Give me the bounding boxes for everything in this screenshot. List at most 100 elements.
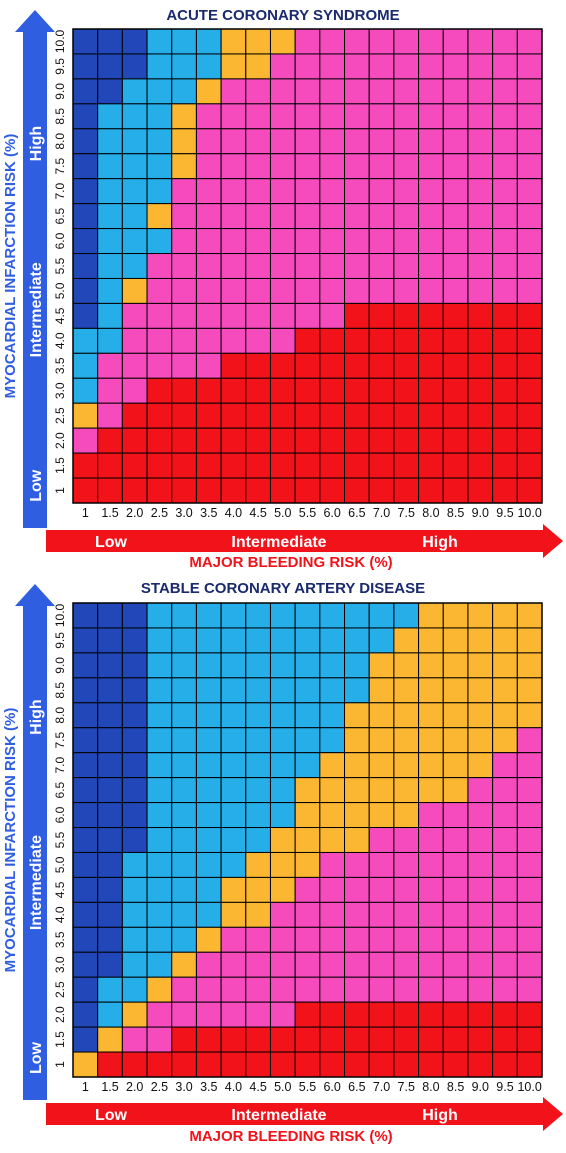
chart1-cell (97, 153, 123, 180)
chart1-cell (245, 253, 271, 279)
chart1-cell (294, 402, 321, 429)
chart1-cell (171, 28, 197, 55)
chart2-cell (220, 926, 247, 953)
chart1-cell (171, 477, 197, 504)
chart2-y-tick-label: 8.5 (53, 682, 67, 699)
chart2-cell (393, 702, 420, 729)
chart1-cell (442, 327, 469, 354)
chart2-x-tick-label: 10.0 (517, 1080, 541, 1094)
chart2-cell (220, 976, 247, 1003)
chart2-cell (245, 677, 271, 704)
chart1-x-band-label: Intermediate (231, 534, 326, 551)
chart1-cell (72, 327, 99, 354)
chart2-cell (294, 802, 321, 829)
chart2-cell (269, 777, 296, 804)
chart1-cell (195, 53, 222, 80)
chart2-cell (442, 876, 469, 903)
chart1-cell (294, 128, 321, 155)
chart1-cell (294, 477, 321, 504)
chart1-cell (418, 203, 444, 230)
chart2-cell (146, 951, 173, 978)
chart1-cell (492, 427, 518, 454)
chart1-cell (195, 377, 222, 404)
chart1-cell (393, 327, 420, 354)
chart1-cell (418, 302, 444, 329)
chart1-y-tick-label: 4.0 (53, 332, 67, 349)
chart2-cell (442, 851, 469, 878)
chart1-cell (245, 53, 271, 80)
chart1-cell (344, 53, 370, 80)
chart2-x-tick-label: 6.5 (348, 1080, 365, 1094)
chart1-cell (269, 427, 296, 454)
chart1-cell (319, 327, 346, 354)
chart1-cell (418, 253, 444, 279)
chart2-cell (121, 602, 148, 629)
chart2-cell (368, 652, 395, 679)
chart1-cell (294, 103, 321, 130)
chart1-y-axis-title: MYOCARDIAL INFARCTION RISK (%) (2, 134, 19, 399)
chart1-cell (368, 103, 395, 130)
chart2-cell (516, 1051, 543, 1078)
chart2-cell (97, 602, 123, 629)
chart2-cell (171, 1051, 197, 1078)
chart2-cell (269, 602, 296, 629)
chart1-cell (492, 178, 518, 205)
chart1-cell (442, 253, 469, 279)
chart2-cell (368, 926, 395, 953)
chart1-cell (319, 452, 346, 479)
chart1-cell (492, 352, 518, 379)
chart2-cell (368, 901, 395, 928)
chart1-y-tick-label: 3.0 (53, 382, 67, 399)
chart1-cell (516, 28, 543, 55)
chart1-cell (269, 377, 296, 404)
chart1-cell (220, 377, 247, 404)
chart2-cell (492, 677, 518, 704)
chart1-cell (146, 277, 173, 304)
chart1-cell (220, 477, 247, 504)
chart2-x-tick-label: 5.0 (274, 1080, 291, 1094)
chart1-cell (467, 327, 494, 354)
chart2-cell (171, 777, 197, 804)
chart2-cell (245, 727, 271, 754)
chart2-cell (393, 1051, 420, 1078)
chart2-grid-border (72, 602, 543, 1078)
chart2-cell (393, 851, 420, 878)
chart2-cell (319, 802, 346, 829)
chart1-cell (72, 302, 99, 329)
chart2-y-tick-label: 6.5 (53, 781, 67, 798)
chart1-cell (269, 103, 296, 130)
chart2-cell (97, 652, 123, 679)
chart1-cell (393, 153, 420, 180)
chart1-cell (467, 53, 494, 80)
chart1-cell (368, 377, 395, 404)
chart1-cell (393, 302, 420, 329)
chart1-cell (269, 128, 296, 155)
chart2-cell (171, 627, 197, 654)
chart2-cell (72, 652, 99, 679)
chart1-cell (171, 277, 197, 304)
chart2-cell (146, 876, 173, 903)
chart2-cell (492, 901, 518, 928)
chart1-cell (368, 128, 395, 155)
chart1-x-tick-label: 5.0 (274, 506, 291, 520)
chart1-cell (72, 427, 99, 454)
chart1-cell (418, 153, 444, 180)
chart2-cell (442, 951, 469, 978)
chart1-x-tick-label: 10.0 (517, 506, 541, 520)
chart2-cell (492, 851, 518, 878)
chart1-cell (195, 277, 222, 304)
chart1-cell (393, 253, 420, 279)
chart1-cell (516, 402, 543, 429)
chart2-cell (319, 777, 346, 804)
chart1-x-tick-label: 8.5 (447, 506, 464, 520)
chart1-x-tick-label: 2.5 (151, 506, 168, 520)
chart1-cell (492, 53, 518, 80)
chart1-cell (195, 78, 222, 105)
chart1-cell (344, 253, 370, 279)
chart1-cell (97, 277, 123, 304)
chart1-cell (269, 277, 296, 304)
chart1-cell (467, 302, 494, 329)
chart2-cell (72, 627, 99, 654)
chart1-cell (294, 302, 321, 329)
chart1-cell (146, 178, 173, 205)
